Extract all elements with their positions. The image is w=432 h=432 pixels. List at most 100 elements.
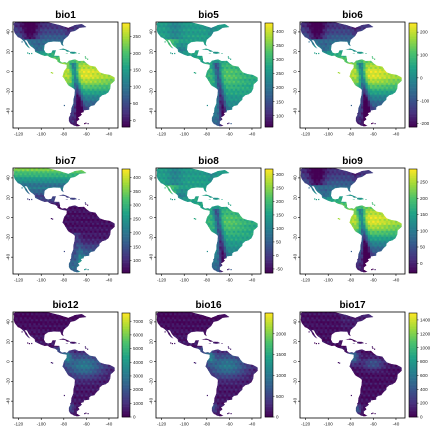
raster-cell (89, 60, 93, 63)
raster-cell (49, 116, 52, 119)
raster-cell (160, 98, 164, 101)
raster-cell (35, 50, 39, 54)
colorbar-tick-label: 100 (133, 84, 141, 89)
raster-cell (174, 114, 177, 117)
raster-cell (80, 86, 84, 89)
raster-cell (96, 98, 100, 101)
colorbar-segment (122, 62, 130, 65)
raster-cell (176, 76, 179, 79)
raster-cell (42, 90, 45, 93)
raster-cell (17, 104, 21, 107)
raster-cell (92, 88, 95, 91)
raster-cell (180, 96, 184, 99)
raster-cell (28, 114, 32, 117)
raster-cell (98, 86, 102, 89)
raster-cell (24, 80, 27, 83)
raster-cell (46, 74, 50, 77)
raster-cell (89, 50, 93, 54)
raster-cell (183, 112, 186, 115)
raster-cell (178, 60, 182, 63)
raster-cell (98, 56, 102, 59)
raster-cell (69, 104, 73, 107)
raster-cell (37, 36, 41, 40)
raster-cell (73, 30, 77, 34)
raster-cell (241, 58, 245, 61)
raster-cell (42, 104, 45, 107)
raster-cell (89, 52, 93, 56)
raster-cell (58, 110, 61, 113)
raster-cell (228, 72, 231, 75)
raster-cell (67, 30, 70, 34)
raster-cell (78, 56, 82, 59)
raster-cell (110, 66, 113, 69)
raster-cell (228, 90, 231, 93)
raster-cell (69, 114, 73, 117)
raster-cell (162, 26, 166, 30)
raster-cell (35, 64, 39, 67)
raster-cell (76, 100, 79, 103)
raster-cell (185, 22, 188, 24)
raster-cell (239, 42, 243, 46)
raster-cell (19, 44, 23, 48)
raster-cell (62, 76, 66, 79)
raster-cell (92, 42, 95, 46)
raster-cell (80, 96, 84, 99)
raster-cell (35, 100, 39, 103)
raster-cell (15, 88, 18, 91)
raster-cell (107, 42, 111, 46)
raster-cell (174, 54, 177, 58)
raster-cell (19, 56, 23, 59)
raster-cell (160, 68, 164, 71)
raster-cell (58, 124, 61, 127)
raster-cell (80, 116, 84, 119)
raster-cell (110, 108, 113, 111)
raster-cell (171, 34, 175, 38)
raster-cell (219, 92, 222, 95)
raster-cell (180, 72, 184, 75)
raster-cell (244, 26, 247, 30)
raster-cell (248, 76, 252, 79)
raster-cell (221, 62, 225, 65)
raster-cell (160, 124, 164, 127)
raster-cell (232, 76, 236, 79)
raster-cell (37, 58, 41, 61)
raster-cell (241, 110, 245, 113)
raster-cell (107, 108, 111, 111)
raster-cell (216, 90, 220, 93)
raster-cell (241, 60, 245, 63)
raster-cell (44, 100, 48, 103)
raster-cell (185, 88, 188, 91)
raster-cell (76, 110, 79, 113)
raster-cell (89, 54, 93, 58)
raster-cell (174, 94, 177, 97)
raster-cell (89, 94, 93, 97)
raster-cell (107, 90, 111, 93)
raster-cell (37, 28, 41, 32)
raster-cell (248, 100, 252, 103)
raster-cell (80, 64, 84, 67)
raster-cell (76, 38, 79, 42)
raster-cell (107, 60, 111, 63)
raster-cell (183, 38, 186, 42)
raster-cell (98, 60, 102, 63)
raster-cell (194, 44, 197, 48)
raster-cell (241, 90, 245, 93)
raster-cell (60, 66, 64, 69)
raster-cell (87, 70, 91, 73)
raster-cell (165, 74, 168, 77)
raster-cell (28, 100, 32, 103)
raster-cell (187, 114, 191, 117)
raster-cell (26, 66, 30, 69)
raster-cell (73, 42, 77, 46)
raster-cell (64, 92, 68, 95)
raster-cell (33, 88, 36, 91)
raster-cell (80, 118, 84, 121)
raster-cell (94, 92, 97, 95)
raster-cell (69, 82, 73, 85)
raster-cell (64, 112, 68, 115)
raster-cell (85, 80, 88, 83)
raster-cell (187, 32, 191, 36)
raster-cell (192, 74, 195, 77)
raster-cell (196, 66, 200, 69)
raster-cell (235, 52, 238, 56)
